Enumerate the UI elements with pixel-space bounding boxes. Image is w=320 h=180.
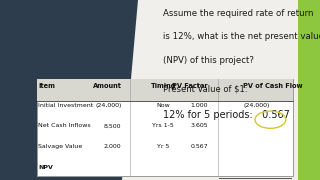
Text: (NPV) of this project?: (NPV) of this project? — [163, 56, 254, 65]
Text: 2,000: 2,000 — [104, 144, 122, 149]
Text: Yr 5: Yr 5 — [157, 144, 169, 149]
Text: is 12%, what is the net present value: is 12%, what is the net present value — [163, 32, 320, 41]
Text: Now: Now — [156, 103, 170, 108]
Bar — [37, 79, 293, 101]
Text: NPV: NPV — [38, 165, 53, 170]
Text: Present Value of $1:: Present Value of $1: — [163, 85, 248, 94]
Polygon shape — [122, 0, 320, 180]
Text: Yrs 1-5: Yrs 1-5 — [152, 123, 174, 128]
Text: Timing: Timing — [150, 83, 176, 89]
Bar — [37, 79, 293, 176]
Text: PV of Cash Flow: PV of Cash Flow — [243, 83, 303, 89]
Text: 3.605: 3.605 — [190, 123, 208, 128]
Text: (24,000): (24,000) — [243, 103, 269, 108]
Text: Item: Item — [38, 83, 55, 89]
Text: 12% for 5 periods:   0.567: 12% for 5 periods: 0.567 — [163, 110, 290, 120]
Text: Amount: Amount — [93, 83, 122, 89]
Polygon shape — [298, 0, 320, 180]
Text: Net Cash Inflows: Net Cash Inflows — [38, 123, 91, 128]
Text: (24,000): (24,000) — [95, 103, 122, 108]
Text: 8,500: 8,500 — [104, 123, 122, 128]
Text: Initial Investment: Initial Investment — [38, 103, 94, 108]
Text: 0.567: 0.567 — [190, 144, 208, 149]
Text: 1.000: 1.000 — [190, 103, 208, 108]
Text: PV Factor: PV Factor — [172, 83, 208, 89]
Text: Salvage Value: Salvage Value — [38, 144, 83, 149]
Text: Assume the required rate of return: Assume the required rate of return — [163, 9, 314, 18]
